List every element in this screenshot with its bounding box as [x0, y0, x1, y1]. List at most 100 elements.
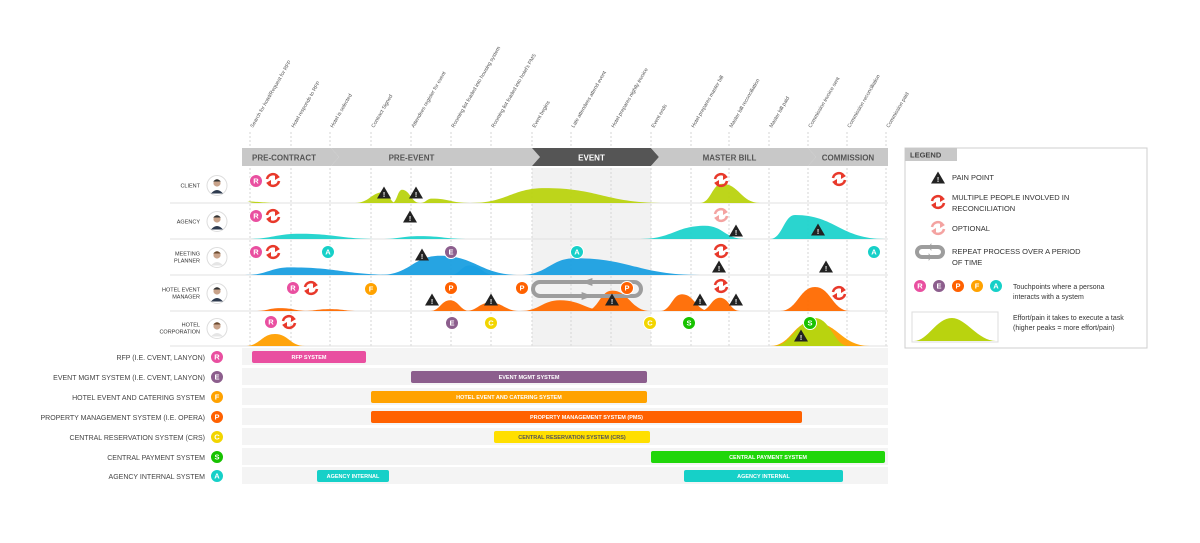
effort-wave [380, 236, 470, 239]
persona-name: MEETING [175, 252, 200, 258]
recon-arrow [940, 196, 945, 202]
touchpoint-badge: A [989, 279, 1003, 293]
touchpoint-badge: S [210, 450, 224, 464]
pain-triangle [931, 171, 945, 184]
pain-mark: ! [718, 266, 720, 273]
effort-wave [640, 225, 745, 239]
pain-point-icon: ! [729, 224, 743, 237]
badge-circle [444, 281, 458, 295]
badge-circle [210, 469, 224, 483]
legend-title: LEGEND [910, 151, 942, 160]
badge-letter: A [871, 248, 877, 257]
milestone-label: Master bill reconciliation [729, 78, 762, 129]
badge-letter: R [253, 177, 259, 186]
badge-circle [643, 316, 657, 330]
pain-mark: ! [409, 216, 411, 223]
reconciliation-icon [713, 278, 729, 294]
badge-circle [484, 316, 498, 330]
badge-circle [286, 281, 300, 295]
phase-chevron [651, 148, 816, 166]
effort-wave [420, 198, 470, 203]
pain-point-icon: ! [377, 186, 391, 199]
avatar [206, 247, 228, 268]
touchpoint-badge: A [867, 245, 881, 259]
legend-multiple-label: MULTIPLE PEOPLE INVOLVED IN [952, 193, 1069, 202]
effort-wave [585, 290, 650, 311]
badge-letter: A [993, 282, 999, 291]
pain-point-icon: ! [712, 260, 726, 273]
pain-mark: ! [735, 299, 737, 306]
touchpoint-badge: R [210, 350, 224, 364]
system-label: AGENCY INTERNAL SYSTEM [109, 474, 206, 481]
effort-wave [520, 300, 610, 311]
system-label: RFP (I.E. CVENT, LANYON) [116, 355, 205, 362]
touchpoint-badge: A [570, 245, 584, 259]
pain-triangle [409, 186, 423, 199]
persona-name: HOTEL [182, 323, 200, 329]
pain-point-icon: ! [729, 293, 743, 306]
effort-wave [392, 189, 420, 203]
badge-letter: E [448, 248, 453, 257]
pain-triangle [819, 260, 833, 273]
pain-triangle [605, 293, 619, 306]
badge-letter: P [214, 413, 219, 422]
pain-point-icon: ! [409, 186, 423, 199]
pain-mark: ! [817, 229, 819, 236]
effort-wave [520, 258, 700, 275]
pain-triangle [425, 293, 439, 306]
badge-circle [867, 245, 881, 259]
badge-circle [210, 350, 224, 364]
pain-mark: ! [383, 192, 385, 199]
reconciliation-icon [281, 314, 297, 330]
repeat-arrow [581, 278, 593, 286]
touchpoint-badge: P [951, 279, 965, 293]
phase-label: MASTER BILL [703, 154, 757, 163]
milestone-label: Search for hotel/Request for RFP [250, 59, 294, 129]
milestone-label: Commission invoice sent [808, 76, 842, 129]
badge-letter: R [253, 212, 259, 221]
badge-letter: E [449, 319, 454, 328]
persona-name: PLANNER [174, 259, 200, 265]
avatar-hair [213, 179, 221, 182]
touchpoint-badge: C [484, 316, 498, 330]
legend-effort-wave [914, 318, 996, 341]
milestone-label: Rooming list loaded into hotel's PMS [491, 53, 539, 129]
avatar-body [211, 262, 223, 266]
system-label: EVENT MGMT SYSTEM (I.E. CVENT, LANYON) [53, 375, 205, 382]
legend-effort-label: Effort/pain it takes to execute a task [1013, 315, 1124, 322]
badge-circle [249, 174, 263, 188]
pain-triangle [794, 329, 808, 342]
badge-circle [249, 209, 263, 223]
legend-title-bg [905, 148, 957, 161]
system-bar-label: PROPERTY MANAGEMENT SYSTEM (PMS) [530, 415, 643, 421]
touchpoint-badge: P [444, 281, 458, 295]
recon-arrow [931, 228, 936, 234]
effort-wave [770, 215, 885, 239]
badge-letter: S [686, 319, 691, 328]
phase-chevron [808, 148, 888, 166]
pain-triangle [377, 186, 391, 199]
badge-letter: F [975, 282, 980, 291]
milestone-label: Attendees register for event [411, 70, 448, 129]
phase-label: PRE-EVENT [389, 154, 435, 163]
avatar-hair [213, 322, 221, 325]
reconciliation-icon [265, 244, 281, 260]
phase-chevron [532, 148, 659, 166]
effort-wave [245, 334, 305, 346]
milestone-label: Commission reconciliation [847, 74, 882, 129]
recon-arrow [723, 280, 728, 286]
recon-arrow [841, 287, 846, 293]
recon-arrow [266, 252, 271, 258]
reconciliation-icon [831, 285, 847, 301]
system-bar-label: CENTRAL RESERVATION SYSTEM (CRS) [518, 435, 626, 441]
system-bar-fill [651, 451, 885, 463]
system-bar-label: RFP SYSTEM [291, 355, 326, 361]
effort-wave [465, 302, 520, 311]
touchpoint-badge: E [444, 245, 458, 259]
badge-letter: S [214, 453, 219, 462]
pain-mark: ! [937, 177, 939, 184]
touchpoint-badge: R [249, 245, 263, 259]
